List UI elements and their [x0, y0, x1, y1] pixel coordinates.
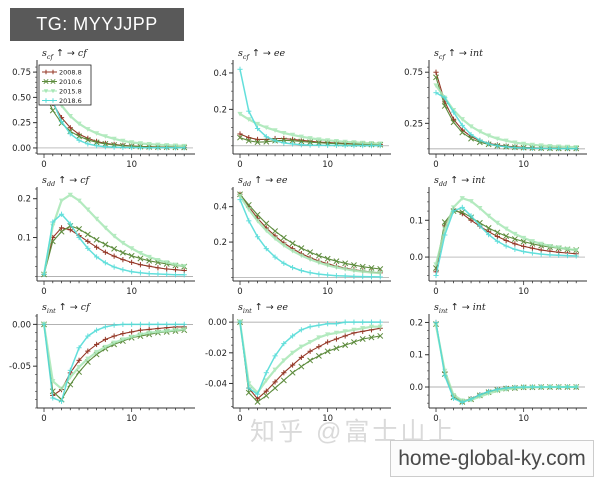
- x-tick-label: 0: [41, 287, 46, 297]
- series-2015.8: [41, 192, 187, 278]
- subplot-s_int-to-ee: sint ↑ → ee 0 10 0.00 -0.02 -0.04: [202, 300, 398, 427]
- y-tick-label: 0.25: [404, 119, 423, 129]
- x-tick-label: 0: [237, 287, 242, 297]
- subplot-title: scf ↑ → cf: [42, 48, 88, 61]
- subplot-s_cf-to-ee: scf ↑ → ee 0 10 0.4 0.2: [202, 46, 398, 173]
- subplot-title: sdd ↑ → cf: [42, 175, 91, 188]
- series-2018.6: [433, 204, 579, 279]
- series-2008.8: [41, 225, 187, 278]
- x-tick-label: 0: [237, 414, 242, 424]
- series-2018.6: [237, 66, 383, 149]
- y-tick-label: 0.1: [409, 216, 423, 226]
- subplot-title: sint ↑ → int: [434, 302, 486, 315]
- y-tick-label: -0.04: [205, 379, 227, 389]
- site-watermark-label: home-global-ky.com: [398, 446, 586, 470]
- series-2015.8: [41, 322, 187, 392]
- series-2010.6: [237, 319, 384, 405]
- legend-label: 2010.6: [59, 78, 82, 86]
- subplot-s_int-to-cf: sint ↑ → cf 0 10 0.00 -0.05: [6, 300, 202, 427]
- series-2015.8: [433, 196, 579, 268]
- x-tick-label: 10: [518, 414, 529, 424]
- series-2018.6: [433, 90, 579, 152]
- x-tick-label: 10: [518, 287, 529, 297]
- y-tick-label: 0.2: [409, 318, 423, 328]
- y-tick-label: 0.2: [17, 195, 31, 205]
- series-2015.8: [237, 193, 383, 276]
- x-tick-label: 0: [41, 414, 46, 424]
- series-2010.6: [237, 191, 384, 272]
- subplot-title: sint ↑ → ee: [238, 302, 288, 315]
- x-tick-label: 0: [433, 160, 438, 170]
- x-tick-label: 10: [322, 414, 333, 424]
- y-tick-label: -0.02: [205, 349, 227, 359]
- series-2008.8: [237, 319, 383, 402]
- x-tick-label: 10: [126, 160, 137, 170]
- y-tick-label: 0.75: [404, 68, 423, 78]
- y-tick-label: 0.1: [409, 351, 423, 361]
- x-tick-label: 10: [518, 160, 529, 170]
- tag-box: TG: MYYJJPP: [10, 8, 184, 41]
- series-2018.6: [237, 319, 383, 397]
- y-tick-label: 0.50: [12, 93, 31, 103]
- y-tick-label: 0.2: [213, 238, 227, 248]
- legend-label: 2008.8: [59, 69, 82, 77]
- x-tick-label: 0: [237, 160, 242, 170]
- subplot-title: sint ↑ → cf: [42, 302, 91, 315]
- series-2015.8: [433, 83, 579, 150]
- y-tick-label: 0.00: [12, 320, 31, 330]
- series-2018.6: [237, 197, 383, 280]
- series-2008.8: [237, 191, 383, 276]
- y-tick-label: 0.4: [213, 203, 227, 213]
- x-tick-label: 10: [322, 160, 333, 170]
- subplot-title: scf ↑ → ee: [238, 48, 286, 61]
- series-2018.6: [433, 319, 579, 406]
- x-tick-label: 10: [322, 287, 333, 297]
- subplot-s_dd-to-int: sdd ↑ → int 0 10 0.1 0.0: [398, 173, 594, 300]
- subplot-title: sdd ↑ → int: [434, 175, 485, 188]
- y-tick-label: 0.00: [12, 144, 31, 154]
- y-tick-label: 0.2: [213, 105, 227, 115]
- y-tick-label: 0.1: [17, 234, 31, 244]
- y-tick-label: 0.0: [409, 253, 423, 263]
- x-tick-label: 10: [126, 287, 137, 297]
- tag-label: TG: MYYJJPP: [36, 14, 158, 34]
- series-2008.8: [433, 206, 579, 275]
- y-tick-label: 0.00: [208, 318, 227, 328]
- subplot-s_dd-to-ee: sdd ↑ → ee 0 10 0.4 0.2: [202, 173, 398, 300]
- subplot-s_cf-to-int: scf ↑ → int 0 10 0.75 0.25: [398, 46, 594, 173]
- x-tick-label: 0: [433, 287, 438, 297]
- site-watermark-box: home-global-ky.com: [390, 440, 594, 477]
- series-2018.6: [41, 211, 187, 278]
- subplot-s_dd-to-cf: sdd ↑ → cf 0 10 0.2 0.1: [6, 173, 202, 300]
- charts-grid: scf ↑ → cf 0 10 0.75 0.50 0.25 0.00 2008.8 2010.…: [6, 46, 594, 429]
- subplot-s_int-to-int: sint ↑ → int 0 10 0.2 0.1 0.0: [398, 300, 594, 427]
- series-2015.8: [433, 323, 579, 404]
- series-2010.6: [433, 321, 580, 405]
- y-tick-label: 0.0: [409, 383, 423, 393]
- y-tick-label: 0.25: [12, 119, 31, 129]
- x-tick-label: 10: [126, 414, 137, 424]
- x-tick-label: 0: [41, 160, 46, 170]
- subplot-s_cf-to-cf: scf ↑ → cf 0 10 0.75 0.50 0.25 0.00 2008.8 2010.…: [6, 46, 202, 173]
- series-2018.6: [41, 321, 187, 404]
- x-tick-label: 0: [433, 414, 438, 424]
- y-tick-label: -0.05: [9, 362, 31, 372]
- series-2018.6: [41, 70, 187, 151]
- legend-label: 2015.8: [59, 88, 82, 96]
- subplot-title: sdd ↑ → ee: [238, 175, 288, 188]
- legend-label: 2018.6: [59, 97, 82, 105]
- y-tick-label: 0.4: [213, 69, 227, 79]
- subplot-title: scf ↑ → int: [434, 48, 483, 61]
- y-tick-label: 0.75: [12, 68, 31, 78]
